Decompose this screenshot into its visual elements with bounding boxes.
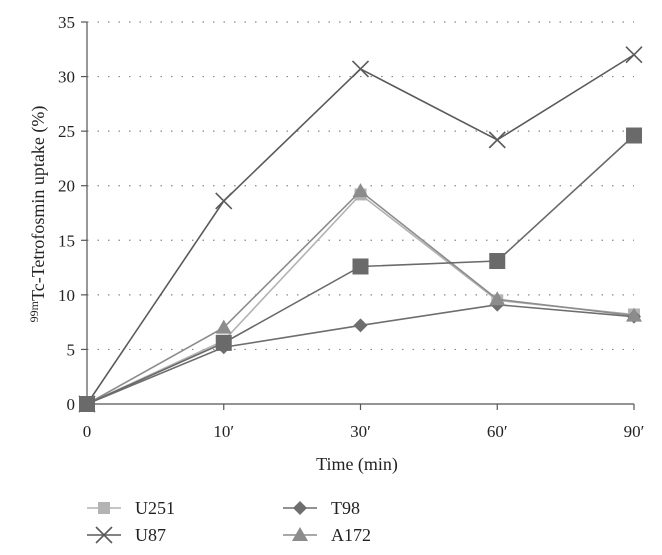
point-u87-3	[488, 131, 506, 149]
point-series-4-4	[626, 127, 642, 144]
y-tick-label: 0	[67, 395, 76, 414]
y-tick-label: 15	[58, 231, 75, 250]
y-tick-label: 20	[58, 177, 75, 196]
y-tick-label: 35	[58, 13, 75, 32]
legend-label: T98	[331, 498, 360, 518]
y-tick-label: 5	[67, 340, 76, 359]
legend: U251 U87 T98 A172	[87, 498, 371, 545]
line-u87	[86, 54, 635, 405]
line-u251	[86, 193, 635, 405]
legend-item-u251: U251	[87, 498, 175, 518]
legend-marker	[293, 501, 307, 515]
legend-item-t98: T98	[283, 498, 360, 518]
legend-label: A172	[331, 525, 371, 545]
point-series-4-1	[215, 334, 232, 351]
legend-marker	[95, 526, 113, 544]
point-u87-2	[351, 60, 370, 78]
y-axis-label-main: Tc-Tetrofosmin uptake (%)	[28, 106, 49, 301]
point-series-4-0	[79, 396, 95, 412]
x-tick-label: 30′	[350, 422, 371, 441]
series-a172	[79, 183, 642, 410]
series-t98	[80, 297, 641, 411]
legend-marker	[98, 502, 110, 514]
point-u87-4	[625, 46, 643, 64]
y-tick-labels: 0 5 10 15 20 25 30 35	[58, 13, 87, 414]
series-layer	[78, 46, 643, 413]
legend-label: U87	[135, 525, 166, 545]
x-axis-label: Time (min)	[316, 454, 398, 475]
point-a172-2	[352, 183, 369, 198]
y-tick-label: 10	[58, 286, 75, 305]
point-a172-3	[489, 291, 506, 306]
x-tick-label: 90′	[624, 422, 645, 441]
point-series-4-2	[352, 258, 369, 275]
y-tick-label: 30	[58, 68, 75, 87]
x-tick-labels: 0 10′ 30′ 60′ 90′	[83, 404, 645, 441]
x-tick-label: 0	[83, 422, 92, 441]
series-u251	[81, 188, 640, 410]
legend-label: U251	[135, 498, 175, 518]
legend-item-u87: U87	[87, 525, 166, 545]
y-axis-label-superscript: 99m	[27, 300, 41, 322]
y-axis-label: 99mTc-Tetrofosmin uptake (%)	[27, 106, 49, 323]
line-a172	[86, 190, 635, 405]
y-tick-label: 25	[58, 122, 75, 141]
point-series-4-3	[489, 253, 506, 270]
point-u87-1	[215, 192, 233, 210]
series-series-4	[79, 127, 642, 412]
point-t98-2	[353, 318, 368, 333]
x-tick-label: 10′	[213, 422, 234, 441]
legend-marker	[292, 527, 308, 541]
legend-item-a172: A172	[283, 525, 371, 545]
series-u87	[78, 46, 643, 413]
point-a172-4	[626, 307, 642, 322]
point-a172-1	[215, 319, 232, 334]
x-tick-label: 60′	[487, 422, 508, 441]
